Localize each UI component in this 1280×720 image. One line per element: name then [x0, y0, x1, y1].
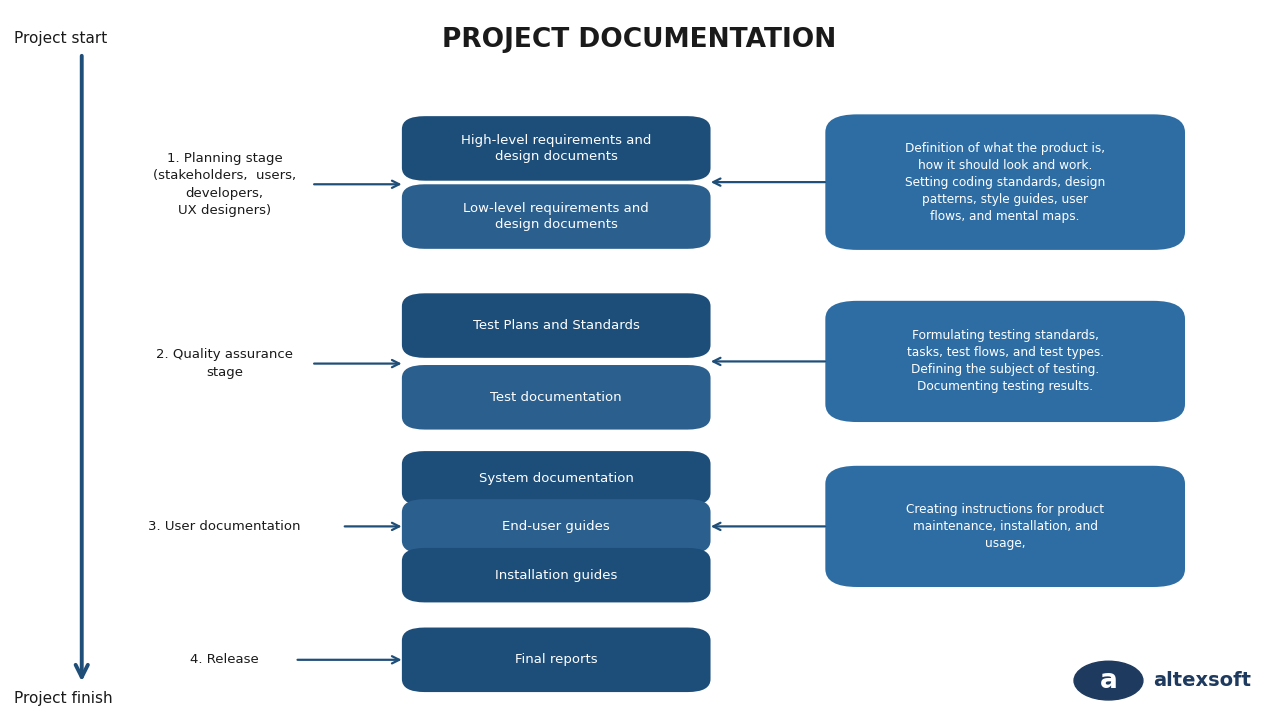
Text: Installation guides: Installation guides: [495, 569, 617, 582]
FancyBboxPatch shape: [826, 466, 1185, 587]
FancyBboxPatch shape: [826, 301, 1185, 422]
FancyBboxPatch shape: [826, 114, 1185, 250]
Text: altexsoft: altexsoft: [1153, 671, 1251, 690]
FancyBboxPatch shape: [402, 293, 710, 358]
FancyBboxPatch shape: [402, 499, 710, 554]
Text: a: a: [1100, 667, 1117, 693]
Text: 1. Planning stage
(stakeholders,  users,
developers,
UX designers): 1. Planning stage (stakeholders, users, …: [154, 151, 296, 217]
Text: End-user guides: End-user guides: [502, 520, 611, 533]
FancyBboxPatch shape: [402, 116, 710, 181]
FancyBboxPatch shape: [402, 628, 710, 692]
FancyBboxPatch shape: [402, 548, 710, 603]
Text: Definition of what the product is,
how it should look and work.
Setting coding s: Definition of what the product is, how i…: [905, 142, 1106, 222]
Text: Formulating testing standards,
tasks, test flows, and test types.
Defining the s: Formulating testing standards, tasks, te…: [906, 330, 1103, 393]
FancyBboxPatch shape: [402, 365, 710, 430]
Text: Final reports: Final reports: [515, 653, 598, 666]
Text: PROJECT DOCUMENTATION: PROJECT DOCUMENTATION: [442, 27, 836, 53]
Text: Low-level requirements and
design documents: Low-level requirements and design docume…: [463, 202, 649, 231]
Text: 2. Quality assurance
stage: 2. Quality assurance stage: [156, 348, 293, 379]
Text: High-level requirements and
design documents: High-level requirements and design docum…: [461, 134, 652, 163]
Circle shape: [1074, 661, 1143, 700]
Text: 3. User documentation: 3. User documentation: [148, 520, 301, 533]
Text: Test Plans and Standards: Test Plans and Standards: [472, 319, 640, 332]
Text: Test documentation: Test documentation: [490, 391, 622, 404]
Text: Project start: Project start: [14, 31, 108, 46]
FancyBboxPatch shape: [402, 184, 710, 249]
Text: 4. Release: 4. Release: [191, 653, 259, 666]
Text: Project finish: Project finish: [14, 691, 113, 706]
Text: System documentation: System documentation: [479, 472, 634, 485]
Text: Creating instructions for product
maintenance, installation, and
usage,: Creating instructions for product mainte…: [906, 503, 1105, 550]
FancyBboxPatch shape: [402, 451, 710, 505]
